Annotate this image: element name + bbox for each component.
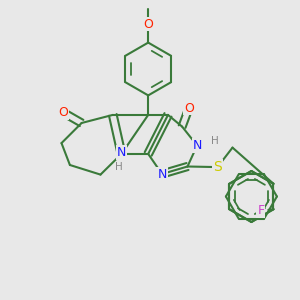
Text: O: O xyxy=(143,17,153,31)
Text: H: H xyxy=(211,136,218,146)
Text: N: N xyxy=(117,146,126,159)
Text: O: O xyxy=(58,106,68,119)
Text: O: O xyxy=(184,101,194,115)
Text: S: S xyxy=(213,160,222,174)
Text: H: H xyxy=(115,162,122,172)
Text: N: N xyxy=(192,139,202,152)
Text: N: N xyxy=(157,167,167,181)
Text: F: F xyxy=(257,204,264,217)
